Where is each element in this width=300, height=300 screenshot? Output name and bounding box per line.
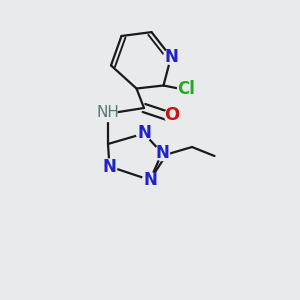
- Text: N: N: [155, 144, 169, 162]
- Circle shape: [136, 126, 152, 141]
- Circle shape: [178, 80, 194, 97]
- Circle shape: [142, 172, 158, 188]
- Circle shape: [154, 146, 169, 160]
- Text: N: N: [137, 124, 151, 142]
- Text: N: N: [164, 48, 178, 66]
- Text: N: N: [143, 171, 157, 189]
- Text: Cl: Cl: [177, 80, 195, 98]
- Circle shape: [102, 159, 117, 174]
- Circle shape: [164, 50, 178, 64]
- Circle shape: [164, 109, 178, 122]
- Text: O: O: [164, 106, 179, 124]
- Text: N: N: [103, 158, 116, 175]
- Text: NH: NH: [97, 105, 119, 120]
- Circle shape: [99, 103, 117, 122]
